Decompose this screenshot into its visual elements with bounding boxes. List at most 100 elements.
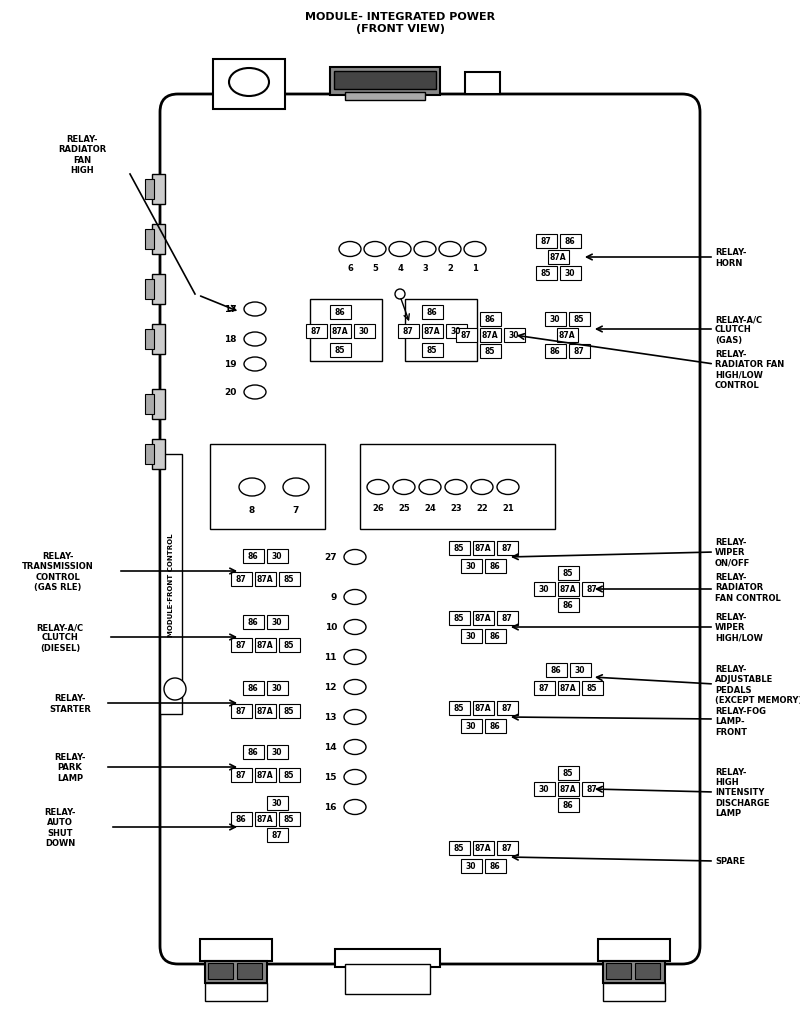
Text: 87A: 87A — [560, 684, 576, 693]
Bar — [635, 963, 660, 979]
Text: 87A: 87A — [474, 544, 491, 553]
Bar — [422, 343, 442, 358]
Text: 85: 85 — [284, 575, 294, 584]
Bar — [545, 313, 566, 327]
Bar — [473, 841, 494, 855]
Bar — [546, 663, 566, 678]
Text: 1: 1 — [472, 264, 478, 273]
Text: (FRONT VIEW): (FRONT VIEW) — [355, 24, 445, 34]
Bar — [152, 275, 165, 305]
Bar — [278, 573, 299, 586]
Bar — [266, 615, 287, 630]
Text: 27: 27 — [324, 553, 337, 561]
Text: 30: 30 — [272, 618, 282, 627]
Text: 23: 23 — [450, 503, 462, 513]
Bar — [455, 329, 477, 342]
Text: 87A: 87A — [424, 327, 440, 336]
Text: 9: 9 — [330, 593, 337, 602]
Bar — [242, 615, 263, 630]
Text: RELAY-
PARK
LAMP: RELAY- PARK LAMP — [54, 752, 86, 783]
Bar — [473, 701, 494, 715]
Ellipse shape — [344, 620, 366, 635]
Bar — [278, 768, 299, 783]
Ellipse shape — [283, 479, 309, 496]
Ellipse shape — [445, 480, 467, 495]
Bar — [242, 682, 263, 695]
Bar — [449, 541, 470, 555]
Text: RELAY-
HORN: RELAY- HORN — [715, 248, 746, 267]
Bar — [335, 949, 440, 967]
Text: 87: 87 — [461, 331, 471, 340]
Text: 86: 86 — [485, 315, 495, 324]
Text: 87A: 87A — [332, 327, 348, 336]
Text: 86: 86 — [490, 632, 500, 641]
Text: 87: 87 — [502, 844, 512, 853]
Bar — [330, 68, 440, 96]
Text: 87A: 87A — [257, 770, 274, 780]
Bar — [254, 704, 275, 718]
Text: MODULE-FRONT CONTROL: MODULE-FRONT CONTROL — [168, 533, 174, 636]
Ellipse shape — [497, 480, 519, 495]
Bar — [230, 768, 251, 783]
Text: 86: 86 — [565, 237, 575, 247]
Text: RELAY-
RADIATOR
FAN
HIGH: RELAY- RADIATOR FAN HIGH — [58, 135, 106, 175]
Text: 30: 30 — [550, 315, 560, 324]
Bar — [254, 573, 275, 586]
Bar — [485, 630, 506, 643]
Text: 87: 87 — [236, 641, 246, 650]
Text: 85: 85 — [454, 544, 464, 553]
Bar — [497, 541, 518, 555]
Text: 85: 85 — [454, 704, 464, 713]
Text: 2: 2 — [447, 264, 453, 273]
Bar — [422, 325, 442, 338]
Bar — [558, 766, 578, 781]
Bar — [558, 798, 578, 812]
Text: 86: 86 — [426, 308, 438, 317]
FancyBboxPatch shape — [160, 95, 700, 964]
Bar — [497, 701, 518, 715]
Bar — [558, 783, 578, 796]
Text: 87A: 87A — [474, 704, 491, 713]
Ellipse shape — [344, 680, 366, 695]
Ellipse shape — [339, 243, 361, 257]
Ellipse shape — [464, 243, 486, 257]
Bar — [422, 306, 442, 320]
Bar — [205, 983, 267, 1001]
Text: 87A: 87A — [474, 613, 491, 623]
Bar — [145, 280, 154, 300]
Bar — [145, 444, 154, 465]
Bar — [354, 325, 374, 338]
Text: 85: 85 — [426, 346, 438, 356]
Text: 30: 30 — [565, 269, 575, 278]
Text: 30: 30 — [272, 552, 282, 560]
Text: 18: 18 — [225, 335, 237, 344]
Text: 30: 30 — [358, 327, 370, 336]
Text: 87: 87 — [574, 347, 584, 357]
Bar — [145, 229, 154, 250]
Bar — [461, 559, 482, 574]
Bar — [330, 343, 350, 358]
Ellipse shape — [344, 769, 366, 785]
Bar — [254, 812, 275, 826]
Text: 85: 85 — [454, 844, 464, 853]
Text: 19: 19 — [224, 360, 237, 369]
Text: 85: 85 — [541, 269, 551, 278]
Bar — [242, 549, 263, 564]
Bar — [200, 940, 272, 961]
Text: 87: 87 — [272, 830, 282, 840]
Bar — [230, 704, 251, 718]
Ellipse shape — [244, 358, 266, 372]
Bar — [603, 961, 665, 983]
Text: 22: 22 — [476, 503, 488, 513]
Text: 6: 6 — [347, 264, 353, 273]
Text: 8: 8 — [249, 505, 255, 515]
Bar — [465, 73, 500, 95]
Bar — [547, 251, 569, 265]
Bar — [479, 313, 501, 327]
Bar — [570, 663, 590, 678]
Text: 4: 4 — [397, 264, 403, 273]
Text: 85: 85 — [574, 315, 584, 324]
Bar — [582, 682, 602, 695]
Text: 86: 86 — [248, 618, 258, 627]
Ellipse shape — [229, 69, 269, 97]
